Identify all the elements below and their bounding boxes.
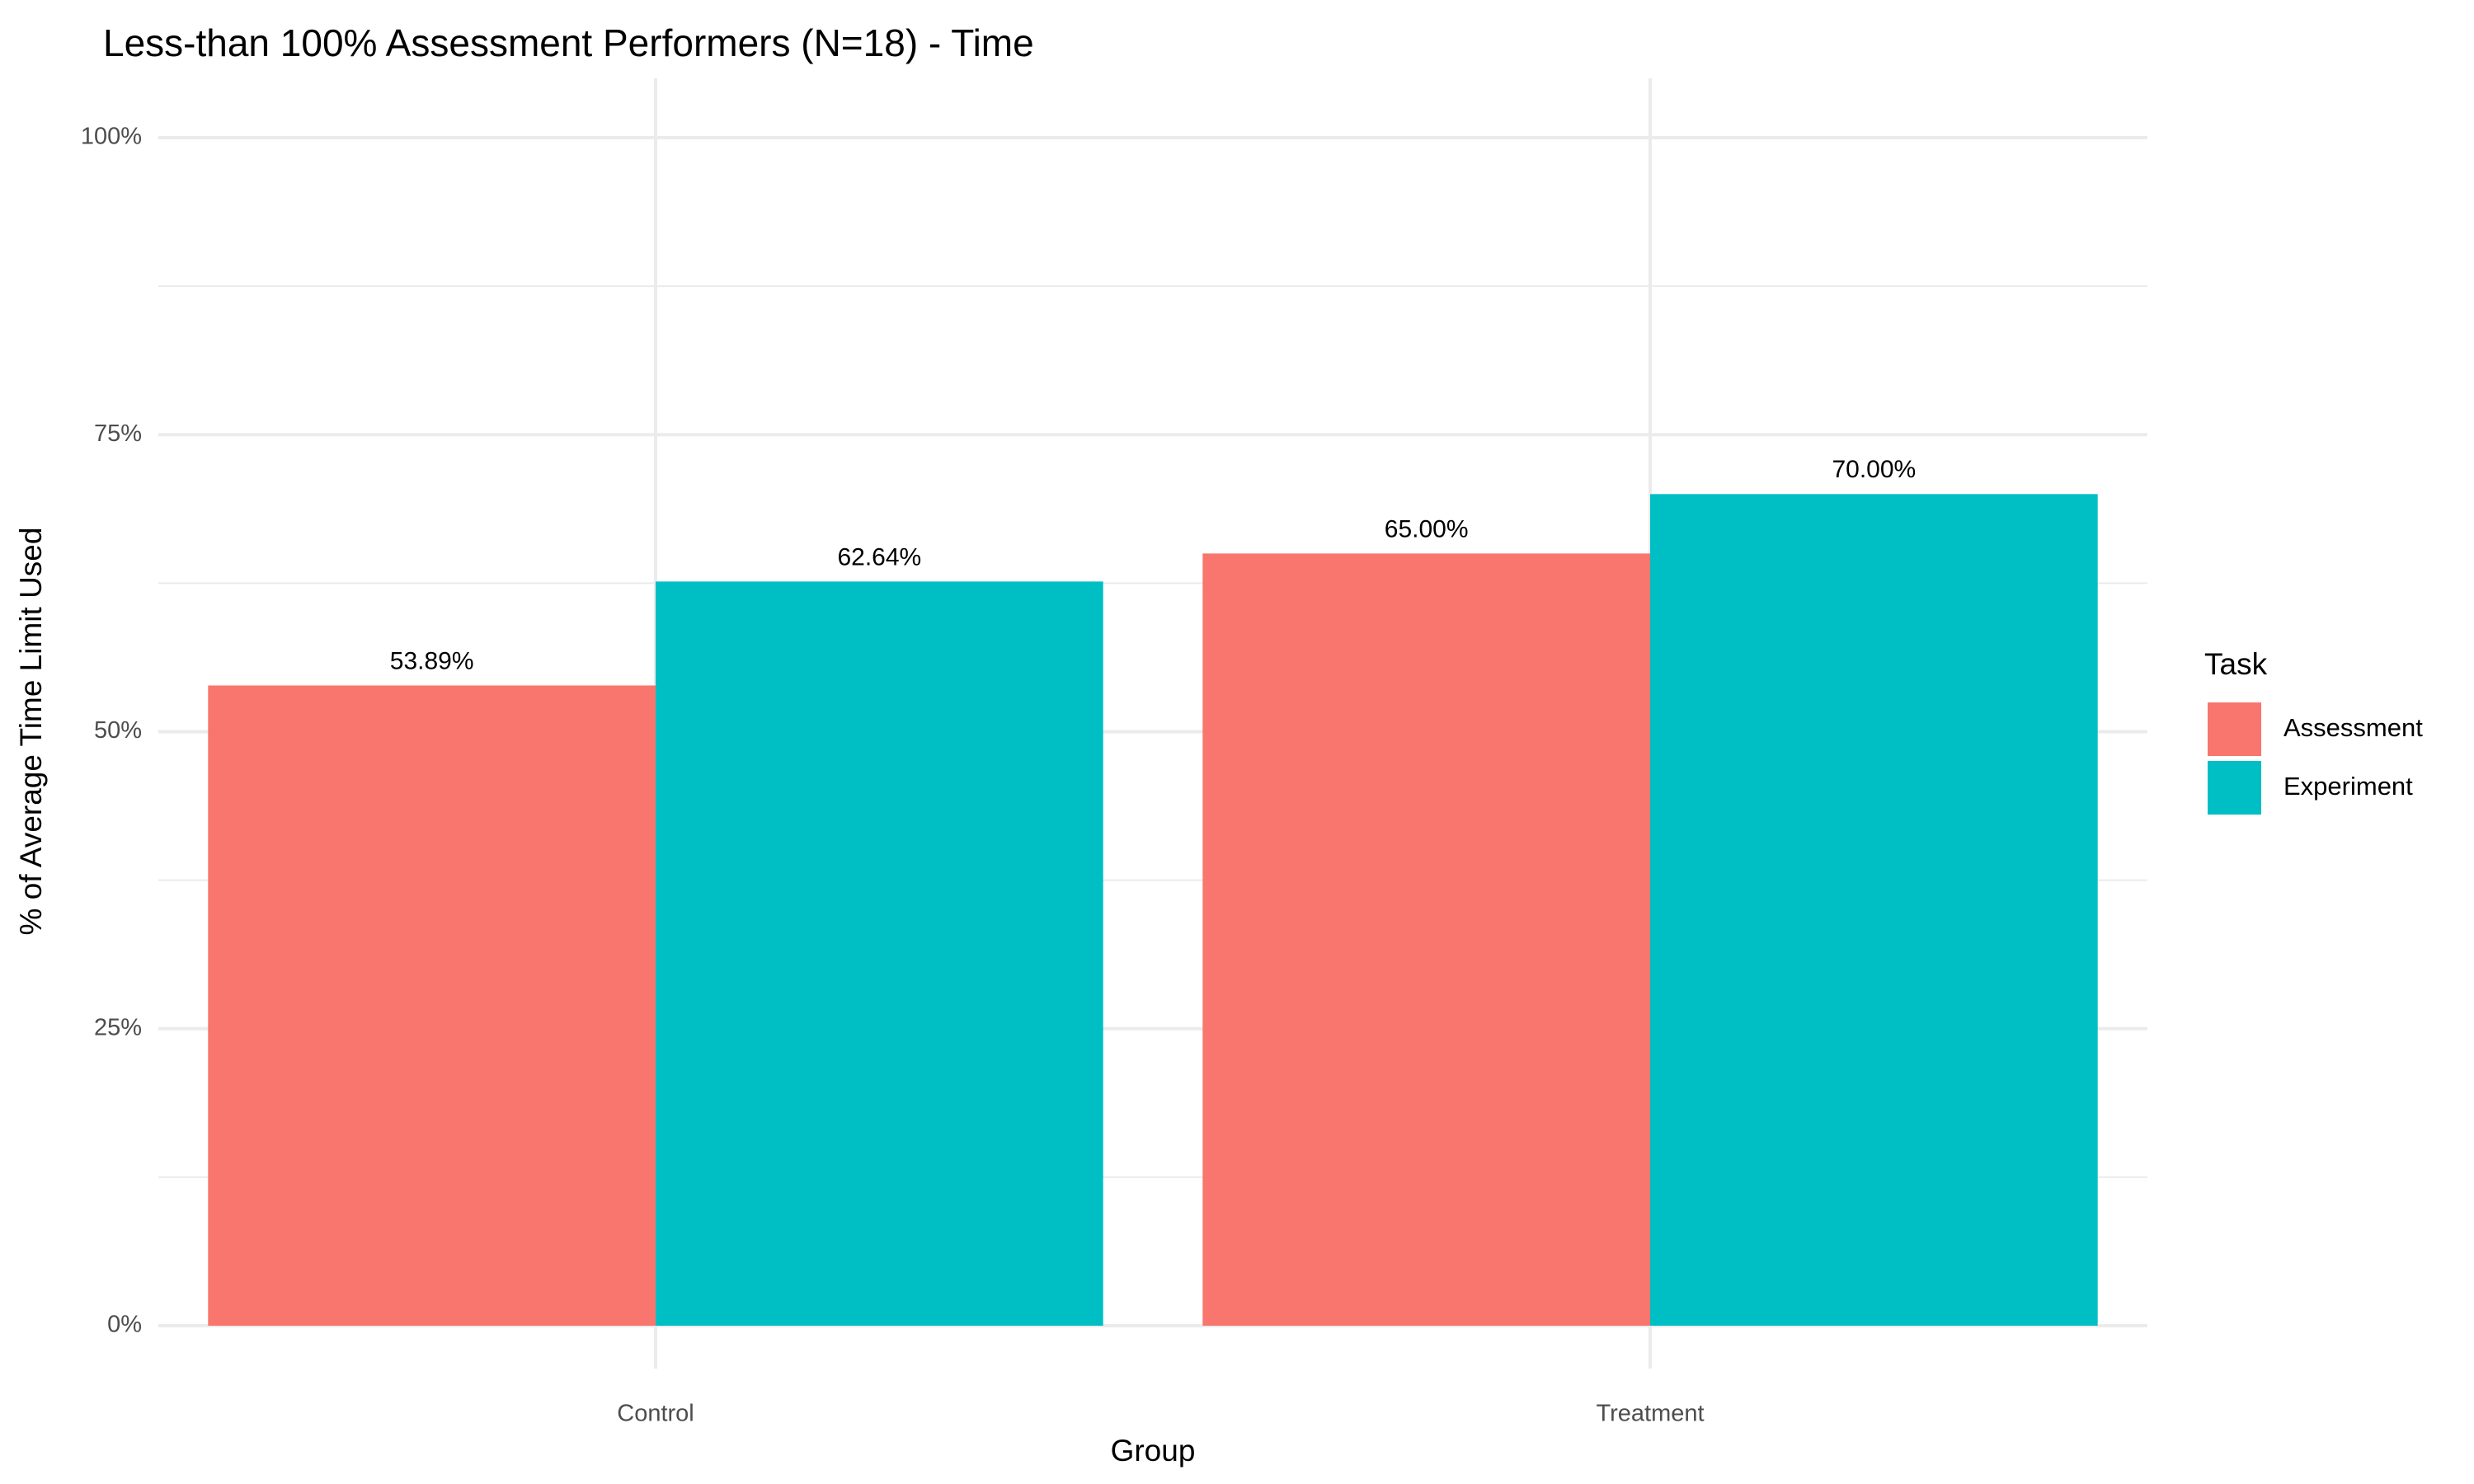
data-label: 53.89% [390,647,474,674]
y-tick-label: 75% [94,420,142,447]
legend-key [2208,761,2261,815]
legend-title: Task [2204,647,2268,681]
bar [208,685,656,1326]
x-tick-label: Control [617,1401,694,1427]
data-label: 62.64% [837,543,921,571]
legend-label: Experiment [2284,772,2413,801]
x-axis-label: Group [1111,1434,1196,1468]
legend-key [2208,702,2261,756]
y-axis-label: % of Average Time Limit Used [14,528,48,936]
y-tick-label: 100% [81,124,142,150]
bar [1202,553,1650,1326]
y-tick-label: 50% [94,717,142,744]
legend-label: Assessment [2284,713,2423,742]
y-tick-label: 25% [94,1014,142,1040]
x-tick-label: Treatment [1596,1401,1704,1427]
bar [1650,494,2098,1326]
bar [656,581,1103,1326]
data-label: 65.00% [1385,515,1469,542]
chart-title: Less-than 100% Assessment Performers (N=… [103,21,1034,64]
marks: 53.89% 62.64% 65.00% 70.00% [208,456,2098,1326]
y-tick-label: 0% [107,1312,142,1338]
data-label: 70.00% [1832,456,1916,483]
